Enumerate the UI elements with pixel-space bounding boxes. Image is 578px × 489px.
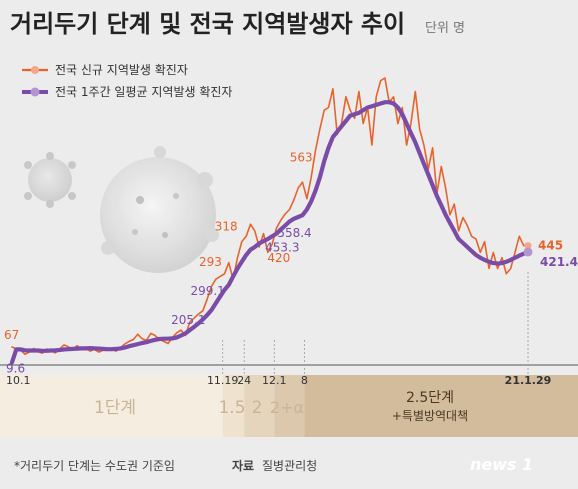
value-label-daily-5: 445 xyxy=(538,239,563,253)
series-end-dot-weekly xyxy=(523,247,533,257)
footer-source-label: 자료 xyxy=(232,458,254,473)
stage-band-3 xyxy=(244,375,275,437)
stage-label-2-5-sub: +특별방역대책 xyxy=(392,408,468,423)
legend-label-weekly: 전국 1주간 일평균 지역발생 확진자 xyxy=(55,85,232,99)
stage-label-2-alpha: 2+α xyxy=(270,398,304,417)
value-label-weekly-2: 299.1 xyxy=(190,284,224,298)
legend-dot-weekly xyxy=(30,87,40,97)
footer-source: 질병관리청 xyxy=(262,459,317,473)
legend-label-daily: 전국 신규 지역발생 확진자 xyxy=(55,63,188,77)
value-labels: 67 293 318 420 563 445 9.6 205.1 299.1 453.3558.4… xyxy=(4,150,578,375)
footer-note: *거리두기 단계는 수도권 기준임 xyxy=(14,459,175,473)
value-label-weekly-1: 205.1 xyxy=(171,313,205,327)
virus-illustration-small xyxy=(24,152,76,208)
legend-dot-daily xyxy=(31,66,39,74)
stage-band-2 xyxy=(222,375,245,437)
stage-bands xyxy=(0,375,578,437)
stage-band-5 xyxy=(304,375,578,437)
virus-illustration-large xyxy=(100,146,219,273)
series-end-dot-daily xyxy=(524,242,532,250)
series-line-weekly xyxy=(9,100,531,365)
stage-label-1-5: 1.5 xyxy=(218,398,245,418)
stage-band-1 xyxy=(0,375,223,437)
x-tick-label-0: 10.1 xyxy=(6,374,31,387)
x-tick-label-2: 24 xyxy=(237,374,251,387)
stage-band-4 xyxy=(274,375,305,437)
value-label-daily-3: 420 xyxy=(267,251,290,265)
stage-label-2: 2 xyxy=(252,398,263,418)
page-title: 거리두기 단계 및 전국 지역발생자 추이 xyxy=(10,10,405,38)
x-tick-label-4: 8 xyxy=(301,374,308,387)
legend: 전국 신규 지역발생 확진자 전국 1주간 일평균 지역발생 확진자 xyxy=(22,63,232,99)
value-label-weekly-3: 453.3 xyxy=(265,240,299,254)
x-tick-label-5: 21.1.29 xyxy=(505,374,552,387)
logo-text: news 1 xyxy=(470,455,533,474)
series-line-daily xyxy=(11,77,529,356)
series-lines xyxy=(9,77,533,365)
value-label-daily-0: 67 xyxy=(4,328,19,342)
stage-label-2-5: 2.5단계 xyxy=(406,390,454,406)
value-label-weekly-0: 9.6 xyxy=(6,361,25,375)
value-label-daily-2: 318 xyxy=(215,219,238,233)
value-label-weekly-4: 558.4 xyxy=(277,226,311,240)
x-tick-label-1: 11.19 xyxy=(207,374,239,387)
value-label-daily-1: 293 xyxy=(199,255,222,269)
x-tick-label-3: 12.1 xyxy=(262,374,287,387)
unit-label: 단위 명 xyxy=(425,21,465,36)
value-label-weekly-5: 421.4 xyxy=(540,255,578,269)
news1-logo: news 1 xyxy=(470,455,533,474)
value-label-daily-4: 563 xyxy=(290,150,313,164)
stage-label-1: 1단계 xyxy=(94,398,136,418)
